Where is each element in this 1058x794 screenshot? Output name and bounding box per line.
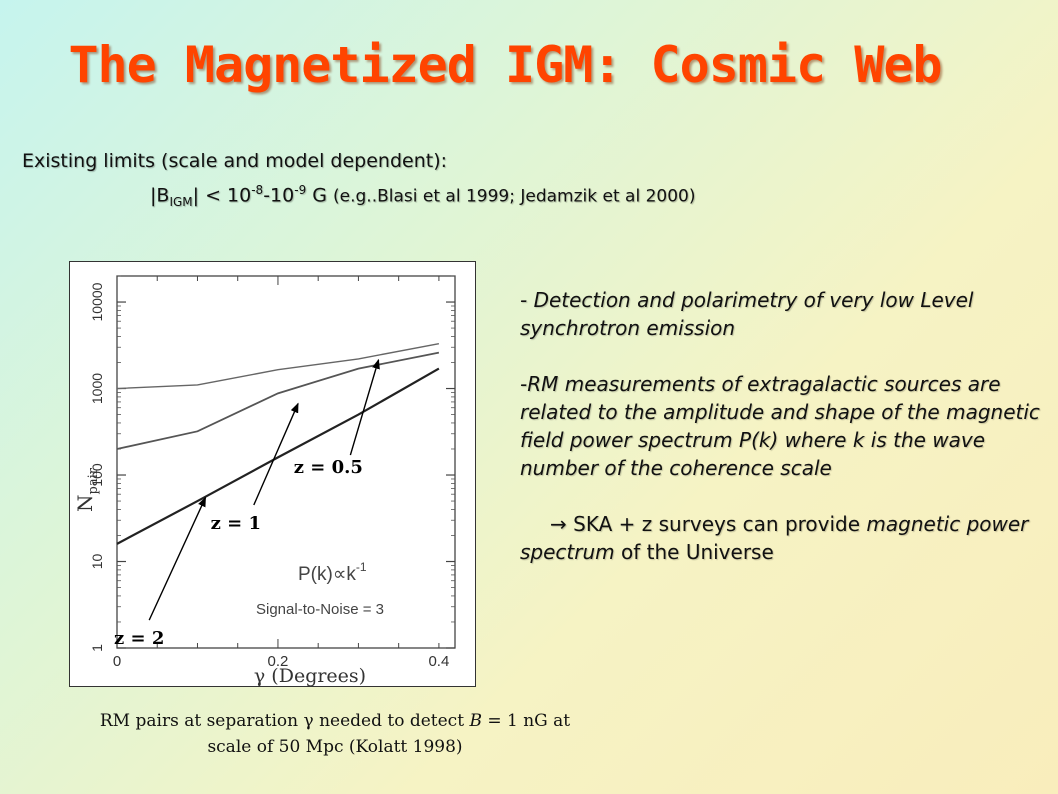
series-line (116, 342, 440, 390)
plot-frame (116, 275, 456, 649)
bullet-detection: - Detection and polarimetry of very low … (520, 288, 974, 340)
limits-exp2: -9 (294, 183, 307, 197)
bullet-ska-italic: magnetic power spectrum (520, 512, 1029, 564)
y-tick-label: 10000 (89, 282, 105, 321)
caption-line-2: scale of 50 Mpc (Kolatt 1998) (207, 737, 463, 757)
signal-to-noise-label: Signal-to-Noise = 3 (256, 601, 384, 618)
limits-exp1: -8 (251, 183, 264, 197)
npair-chart: 1 10 100 1000 10000 0 0.2 0.4 γ (Degrees) Npair P(… (73, 275, 456, 686)
formula-main: P(k)∝k (298, 564, 356, 585)
y-tick-label: 100 (89, 463, 105, 487)
formula-exponent: -1 (356, 560, 367, 574)
y-axis-label: Npair (73, 467, 101, 512)
limits-unit: G (306, 184, 334, 207)
limits-heading: Existing limits (scale and model depende… (22, 150, 448, 172)
redshift-label: z = 1 (211, 513, 261, 534)
bullet-ska: → SKA + z surveys can provide magnetic p… (520, 512, 1029, 564)
y-tick-label: 1 (89, 644, 105, 652)
redshift-label: z = 2 (114, 628, 164, 649)
caption-b: B (469, 711, 482, 731)
limits-mid: | < 10 (192, 184, 252, 207)
limits-formula: |BIGM| < 10-8-10-9 G (e.g..Blasi et al 1… (150, 183, 695, 209)
arrow-up-icon (148, 496, 207, 621)
series-line (116, 351, 440, 450)
series-line (116, 367, 440, 545)
slide-title: The Magnetized IGM: Cosmic Web (68, 36, 942, 94)
figure-caption: RM pairs at separation γ needed to detec… (40, 708, 630, 760)
power-spectrum-formula: P(k)∝k-1 (298, 560, 367, 585)
arrow-up-icon (253, 402, 299, 506)
arrow-up-icon (349, 358, 380, 456)
y-tick-label: 1000 (89, 373, 105, 404)
bullet-rm-measurements: -RM measurements of extragalactic source… (520, 372, 1040, 480)
limits-sub: IGM (169, 195, 193, 210)
limits-reference: (e.g..Blasi et al 1999; Jedamzik et al 2… (333, 186, 696, 207)
y-tick-label: 10 (89, 554, 105, 570)
bullet-text: - Detection and polarimetry of very low … (520, 286, 1045, 566)
y-axis-label-sub: pair (86, 467, 101, 494)
limits-b: |B (150, 184, 170, 207)
y-axis-label-main: N (73, 494, 97, 512)
figure-panel: 1 10 100 1000 10000 0 0.2 0.4 γ (Degrees) Npair P(… (69, 261, 476, 687)
caption-line-1: RM pairs at separation γ needed to detec… (99, 711, 571, 731)
x-axis-label: γ (Degrees) (254, 665, 366, 686)
x-tick-label: 0 (113, 653, 121, 670)
redshift-label: z = 0.5 (294, 457, 363, 478)
x-tick-label: 0.4 (428, 653, 449, 670)
arrow-right-icon: → (550, 512, 567, 536)
caption-gamma: γ (303, 711, 314, 731)
x-tick-label: 0.2 (268, 653, 289, 670)
limits-dash: -10 (263, 184, 295, 207)
